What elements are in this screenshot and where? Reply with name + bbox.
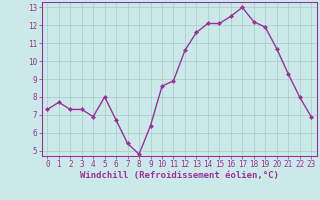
X-axis label: Windchill (Refroidissement éolien,°C): Windchill (Refroidissement éolien,°C) <box>80 171 279 180</box>
